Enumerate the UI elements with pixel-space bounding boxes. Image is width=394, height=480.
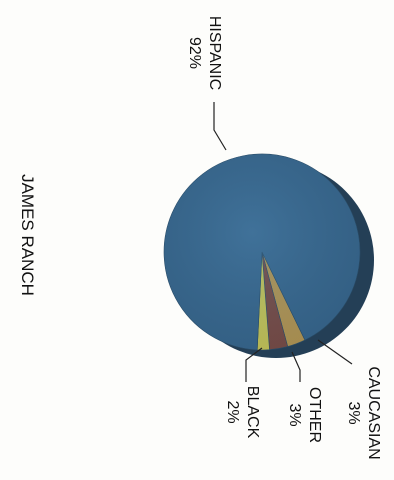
label-black-value: 2% (224, 400, 241, 423)
label-other-value: 3% (286, 403, 303, 426)
label-black-name: BLACK (244, 386, 261, 439)
chart-title: JAMES RANCH (18, 174, 37, 296)
leader-lines (213, 102, 353, 382)
leader-black (245, 347, 263, 382)
label-other-name: OTHER (306, 387, 323, 443)
leader-hispanic (213, 102, 227, 151)
leader-other (291, 351, 301, 382)
label-caucasian-name: CAUCASIAN (365, 366, 382, 459)
slice-labels: HISPANIC 92% CAUCASIAN 3% OTHER 3% BLACK… (186, 16, 382, 460)
label-caucasian-value: 3% (345, 401, 362, 424)
pie-shade (164, 154, 360, 350)
label-hispanic-value: 92% (186, 37, 203, 69)
leader-caucasian (317, 339, 353, 365)
pie-slices (163, 153, 361, 351)
label-hispanic-name: HISPANIC (206, 16, 223, 90)
